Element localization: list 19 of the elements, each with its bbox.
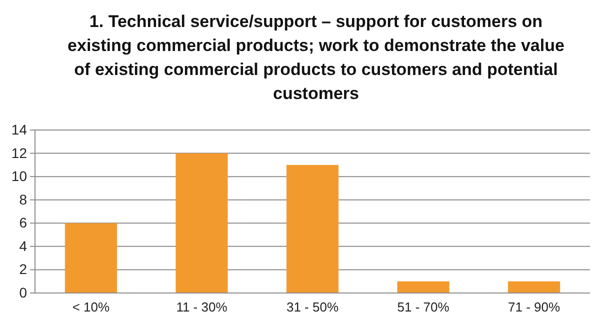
x-tick-label: < 10% xyxy=(72,300,110,315)
bar xyxy=(508,281,560,293)
y-tick-label: 4 xyxy=(19,238,28,254)
x-tick-label: 31 - 50% xyxy=(286,300,339,315)
y-tick-label: 12 xyxy=(11,144,28,161)
y-tick-label: 14 xyxy=(11,121,28,138)
y-tick-label: 2 xyxy=(19,261,28,278)
bar xyxy=(397,281,450,293)
x-tick-label: 71 - 90% xyxy=(508,300,561,315)
bar xyxy=(286,164,339,293)
x-tick-label: 51 - 70% xyxy=(397,300,450,315)
y-tick-label: 10 xyxy=(11,168,28,184)
chart-title: 1. Technical service/support – support for customers on existing commercial products; work to demonstrate the value of existing commercial products to customers and potential customers xyxy=(68,12,564,103)
bar xyxy=(64,223,117,293)
y-tick-label: 6 xyxy=(19,214,28,231)
y-tick-label: 0 xyxy=(19,284,28,300)
x-tick-label: 11 - 30% xyxy=(176,300,228,315)
y-tick-label: 8 xyxy=(19,191,28,208)
bar xyxy=(176,153,228,293)
